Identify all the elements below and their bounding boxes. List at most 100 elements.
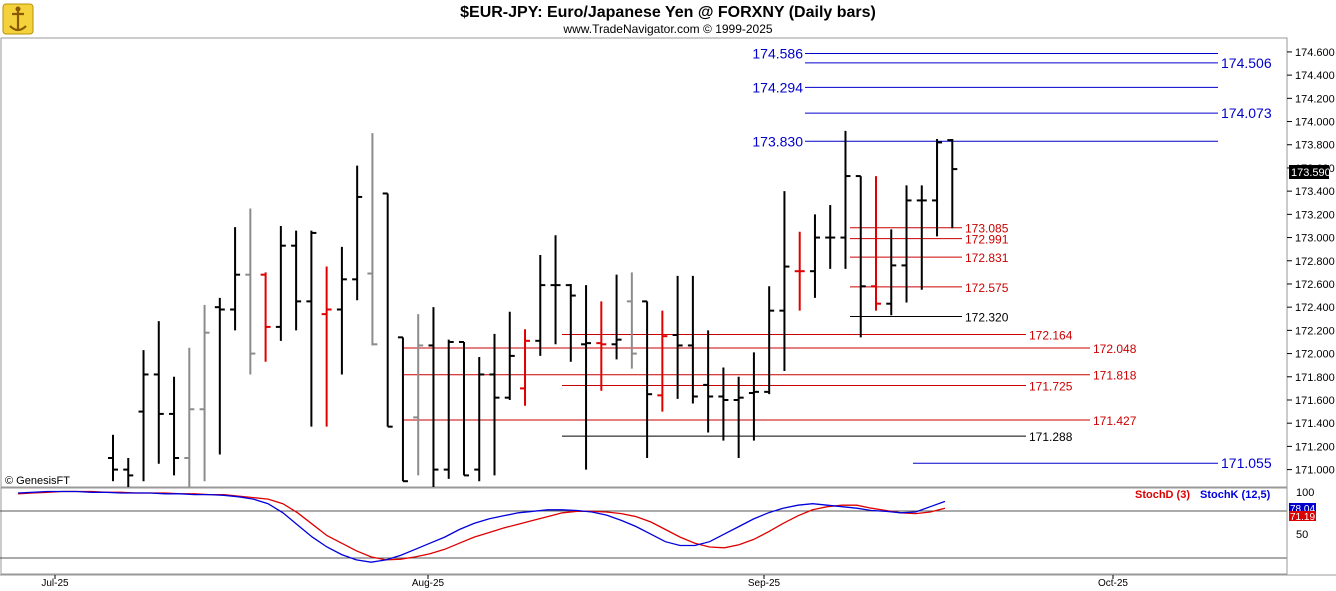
level-label: 172.048	[1093, 342, 1137, 356]
ohlc-bar	[779, 191, 790, 371]
level-label: 174.506	[1221, 55, 1272, 71]
ohlc-bar	[642, 300, 653, 458]
price-tick-label: 173.800	[1295, 140, 1335, 152]
level-label: 174.586	[752, 46, 803, 62]
ohlc-bar	[565, 283, 576, 362]
last-price-label: 173.590	[1291, 167, 1331, 179]
level-label: 171.055	[1221, 455, 1272, 471]
price-tick-label: 171.600	[1295, 395, 1335, 407]
stoch-tick-50: 50	[1296, 529, 1308, 541]
price-tick-label: 171.800	[1295, 372, 1335, 384]
ohlc-bar	[458, 340, 469, 477]
chart-subtitle: www.TradeNavigator.com © 1999-2025	[562, 22, 772, 36]
ohlc-bar	[199, 304, 210, 482]
stoch-tick-100: 100	[1296, 487, 1314, 499]
ohlc-bar	[886, 229, 897, 316]
navigator-logo	[2, 3, 34, 35]
ohlc-bar	[687, 275, 698, 404]
stochastic-lines	[17, 490, 946, 563]
ohlc-bar	[596, 301, 607, 391]
level-label: 174.073	[1221, 105, 1272, 121]
price-tick-label: 172.600	[1295, 279, 1335, 291]
stochd-readout-bg	[1289, 511, 1316, 521]
price-tick-label: 172.800	[1295, 256, 1335, 268]
price-tick-label: 171.200	[1295, 441, 1335, 453]
ohlc-bar	[809, 214, 820, 298]
ohlc-bar	[291, 230, 302, 331]
stochd-readout: 71.19	[1290, 512, 1315, 523]
ohlc-bar	[108, 434, 118, 482]
level-label: 171.427	[1093, 414, 1137, 428]
chart-title: $EUR-JPY: Euro/Japanese Yen @ FORXNY (Da…	[460, 4, 876, 21]
level-label: 172.575	[965, 281, 1009, 295]
time-axis: Jul-25 Aug-25 Sep-25 Oct-25	[41, 575, 1128, 589]
ohlc-bar	[245, 208, 256, 375]
time-tick-label: Sep-25	[748, 578, 781, 589]
time-tick-label: Oct-25	[1098, 578, 1128, 589]
level-label: 172.164	[1029, 329, 1073, 343]
ohlc-bar	[367, 133, 378, 346]
level-label: 172.320	[965, 310, 1009, 324]
ohlc-bar	[581, 285, 592, 470]
price-tick-label: 171.400	[1295, 418, 1335, 430]
level-label: 172.991	[965, 233, 1009, 247]
ohlc-bar	[352, 165, 363, 301]
price-tick-label: 173.000	[1295, 233, 1335, 245]
ohlc-bar	[718, 367, 729, 441]
ohlc-bar	[825, 205, 836, 269]
ohlc-bar	[611, 274, 622, 360]
price-tick-label: 172.200	[1295, 325, 1335, 337]
price-tick-label: 172.400	[1295, 302, 1335, 314]
ohlc-bar	[901, 185, 912, 303]
ohlc-bar	[489, 333, 500, 476]
ohlc-bar	[672, 275, 683, 399]
price-tick-label: 174.400	[1295, 70, 1335, 82]
price-tick-label: 171.000	[1295, 465, 1335, 477]
ohlc-bar	[504, 311, 515, 400]
ohlc-bar	[748, 352, 759, 441]
price-tick-label: 174.000	[1295, 117, 1335, 129]
ohlc-bar	[535, 254, 546, 356]
ohlc-bar	[550, 235, 561, 345]
ohlc-bar	[443, 339, 454, 479]
ohlc-bar	[321, 266, 332, 427]
ohlc-bar	[626, 272, 637, 369]
price-tick-label: 174.200	[1295, 93, 1335, 105]
ohlc-bar	[932, 138, 943, 237]
time-tick-label: Aug-25	[412, 578, 445, 589]
ohlc-bar	[260, 272, 271, 362]
ohlc-bar	[123, 457, 134, 487]
level-label: 171.288	[1029, 430, 1073, 444]
ohlc-bar	[153, 321, 164, 464]
ohlc-bar	[428, 307, 439, 487]
ohlc-bar	[871, 176, 881, 311]
price-tick-label: 172.000	[1295, 349, 1335, 361]
legend-stochk: StochK (12,5)	[1200, 489, 1271, 501]
ohlc-bar	[657, 310, 668, 412]
ohlc-bar	[947, 138, 958, 229]
level-label: 173.830	[752, 133, 803, 149]
ohlc-bar	[275, 225, 286, 341]
last-price-badge	[1289, 165, 1329, 179]
ohlc-bar	[916, 185, 927, 290]
ohlc-bar	[794, 231, 805, 311]
price-tick-label: 173.200	[1295, 209, 1335, 221]
ohlc-bar	[214, 297, 225, 455]
ohlc-bar	[336, 246, 347, 375]
stochk-readout-bg	[1289, 503, 1316, 513]
ohlc-bar	[382, 192, 393, 428]
level-label: 171.818	[1093, 369, 1137, 383]
time-tick-label: Jul-25	[41, 578, 69, 589]
genesis-watermark: © GenesisFT	[5, 475, 70, 487]
ohlc-bar	[306, 230, 317, 427]
ohlc-bar	[733, 376, 744, 458]
level-label: 172.831	[965, 251, 1009, 265]
level-label: 174.294	[752, 79, 803, 95]
price-tick-label: 174.600	[1295, 47, 1335, 59]
ohlc-bar	[855, 175, 866, 338]
ohlc-bars	[108, 130, 958, 487]
ohlc-bar	[840, 130, 851, 269]
ohlc-bar	[397, 336, 408, 483]
